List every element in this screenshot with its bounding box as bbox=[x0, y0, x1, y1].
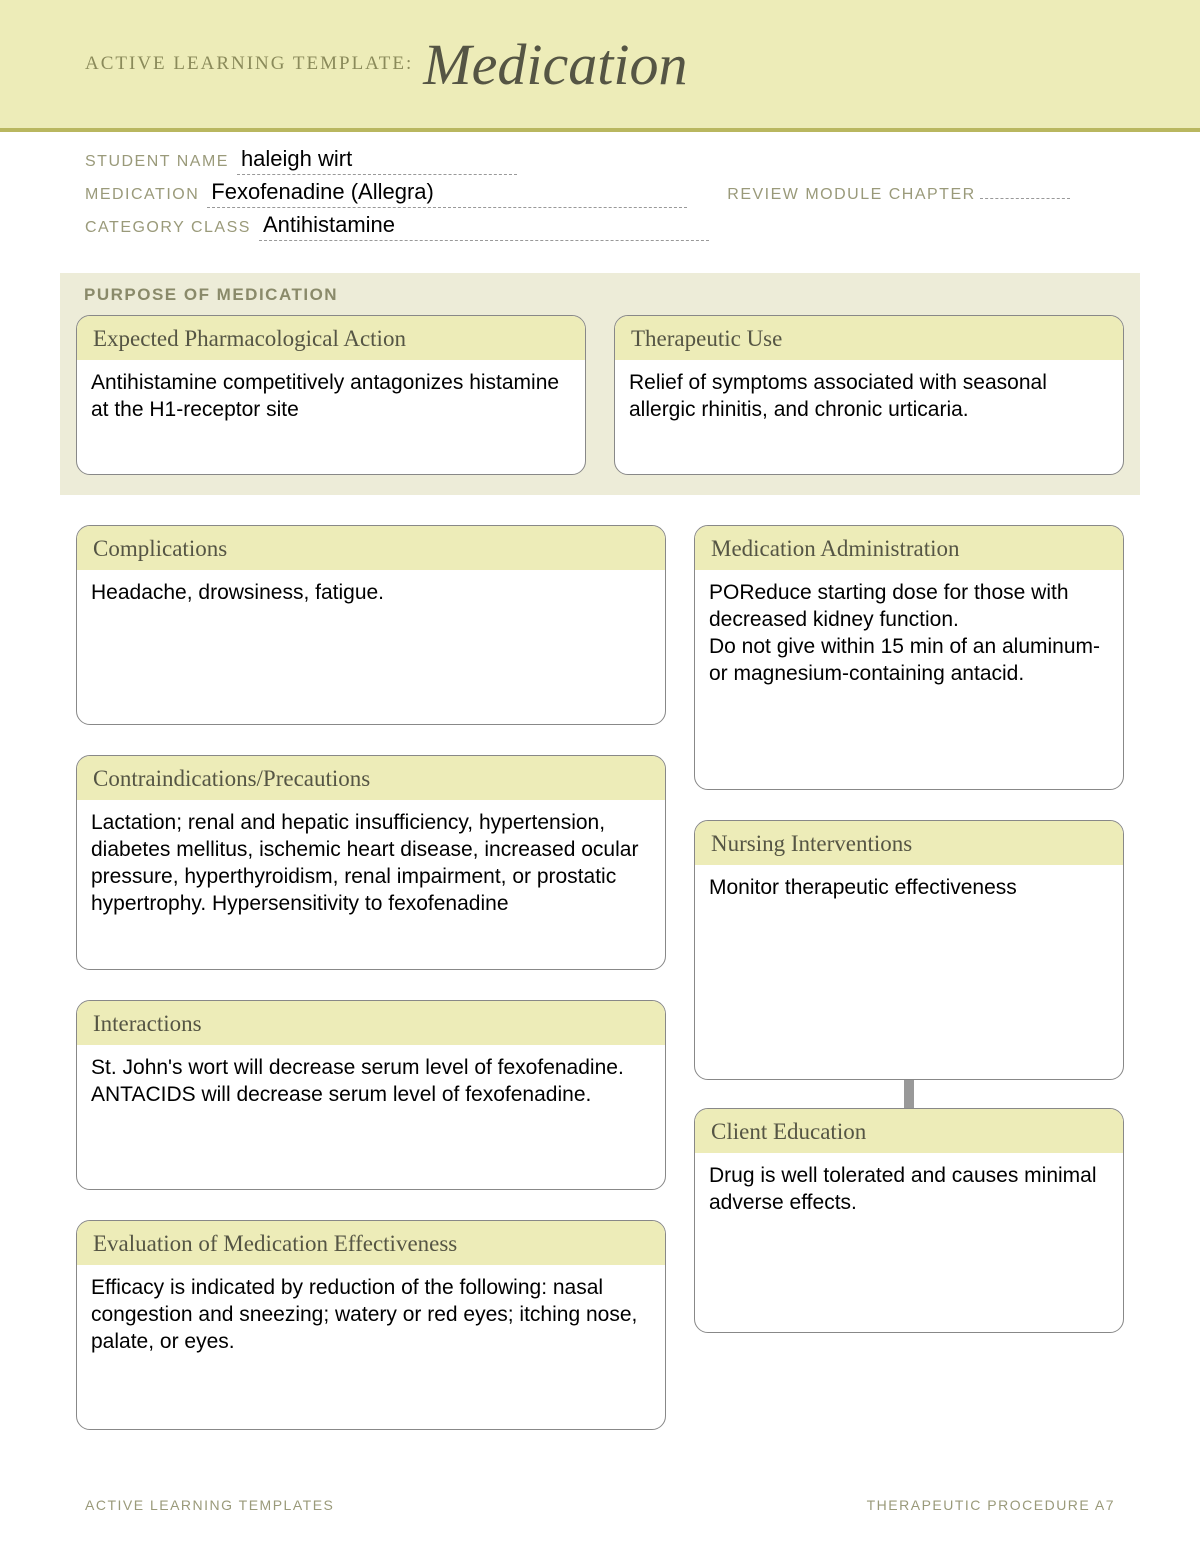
medication-row: MEDICATION Fexofenadine (Allegra) REVIEW… bbox=[85, 179, 1115, 208]
purpose-section: PURPOSE OF MEDICATION Expected Pharmacol… bbox=[60, 273, 1140, 495]
nursing-card: Nursing Interventions Monitor therapeuti… bbox=[694, 820, 1124, 1080]
student-name-label: STUDENT NAME bbox=[85, 153, 229, 171]
footer-left: ACTIVE LEARNING TEMPLATES bbox=[85, 1497, 334, 1513]
spacer bbox=[694, 790, 1124, 820]
therapeutic-use-title: Therapeutic Use bbox=[615, 316, 1123, 362]
administration-title: Medication Administration bbox=[695, 526, 1123, 572]
expected-action-body: Antihistamine competitively antagonizes … bbox=[77, 362, 585, 438]
complications-body: Headache, drowsiness, fatigue. bbox=[77, 572, 665, 621]
banner-label: ACTIVE LEARNING TEMPLATE: bbox=[85, 53, 413, 75]
header-banner: ACTIVE LEARNING TEMPLATE: Medication bbox=[0, 0, 1200, 132]
footer-right: THERAPEUTIC PROCEDURE A7 bbox=[867, 1497, 1115, 1513]
main-grid: Complications Headache, drowsiness, fati… bbox=[76, 525, 1124, 1430]
review-value[interactable] bbox=[980, 181, 1070, 199]
contraindications-card: Contraindications/Precautions Lactation;… bbox=[76, 755, 666, 970]
category-value[interactable]: Antihistamine bbox=[259, 212, 709, 241]
interactions-body: St. John's wort will decrease serum leve… bbox=[77, 1047, 665, 1123]
evaluation-body: Efficacy is indicated by reduction of th… bbox=[77, 1267, 665, 1370]
review-label: REVIEW MODULE CHAPTER bbox=[727, 186, 975, 204]
administration-body: POReduce starting dose for those with de… bbox=[695, 572, 1123, 702]
category-row: CATEGORY CLASS Antihistamine bbox=[85, 212, 1115, 241]
banner-title: Medication bbox=[423, 31, 687, 98]
contraindications-body: Lactation; renal and hepatic insufficien… bbox=[77, 802, 665, 932]
student-name-row: STUDENT NAME haleigh wirt bbox=[85, 146, 1115, 175]
page: ACTIVE LEARNING TEMPLATE: Medication STU… bbox=[0, 0, 1200, 1553]
right-column: Medication Administration POReduce start… bbox=[694, 525, 1124, 1430]
interactions-card: Interactions St. John's wort will decrea… bbox=[76, 1000, 666, 1190]
interactions-title: Interactions bbox=[77, 1001, 665, 1047]
complications-title: Complications bbox=[77, 526, 665, 572]
expected-action-card: Expected Pharmacological Action Antihist… bbox=[76, 315, 586, 475]
medication-label: MEDICATION bbox=[85, 186, 199, 204]
info-section: STUDENT NAME haleigh wirt MEDICATION Fex… bbox=[0, 132, 1200, 255]
expected-action-title: Expected Pharmacological Action bbox=[77, 316, 585, 362]
client-education-card: Client Education Drug is well tolerated … bbox=[694, 1108, 1124, 1333]
category-label: CATEGORY CLASS bbox=[85, 219, 251, 237]
complications-card: Complications Headache, drowsiness, fati… bbox=[76, 525, 666, 725]
purpose-row: Expected Pharmacological Action Antihist… bbox=[76, 315, 1124, 475]
evaluation-card: Evaluation of Medication Effectiveness E… bbox=[76, 1220, 666, 1430]
therapeutic-use-card: Therapeutic Use Relief of symptoms assoc… bbox=[614, 315, 1124, 475]
footer: ACTIVE LEARNING TEMPLATES THERAPEUTIC PR… bbox=[85, 1497, 1115, 1513]
medication-value[interactable]: Fexofenadine (Allegra) bbox=[207, 179, 687, 208]
client-education-title: Client Education bbox=[695, 1109, 1123, 1155]
evaluation-title: Evaluation of Medication Effectiveness bbox=[77, 1221, 665, 1267]
nursing-title: Nursing Interventions bbox=[695, 821, 1123, 867]
student-name-value[interactable]: haleigh wirt bbox=[237, 146, 517, 175]
client-education-body: Drug is well tolerated and causes minima… bbox=[695, 1155, 1123, 1231]
therapeutic-use-body: Relief of symptoms associated with seaso… bbox=[615, 362, 1123, 438]
purpose-title: PURPOSE OF MEDICATION bbox=[84, 285, 1124, 305]
contraindications-title: Contraindications/Precautions bbox=[77, 756, 665, 802]
left-column: Complications Headache, drowsiness, fati… bbox=[76, 525, 666, 1430]
administration-card: Medication Administration POReduce start… bbox=[694, 525, 1124, 790]
connector-line bbox=[904, 1080, 914, 1108]
nursing-body: Monitor therapeutic effectiveness bbox=[695, 867, 1123, 916]
